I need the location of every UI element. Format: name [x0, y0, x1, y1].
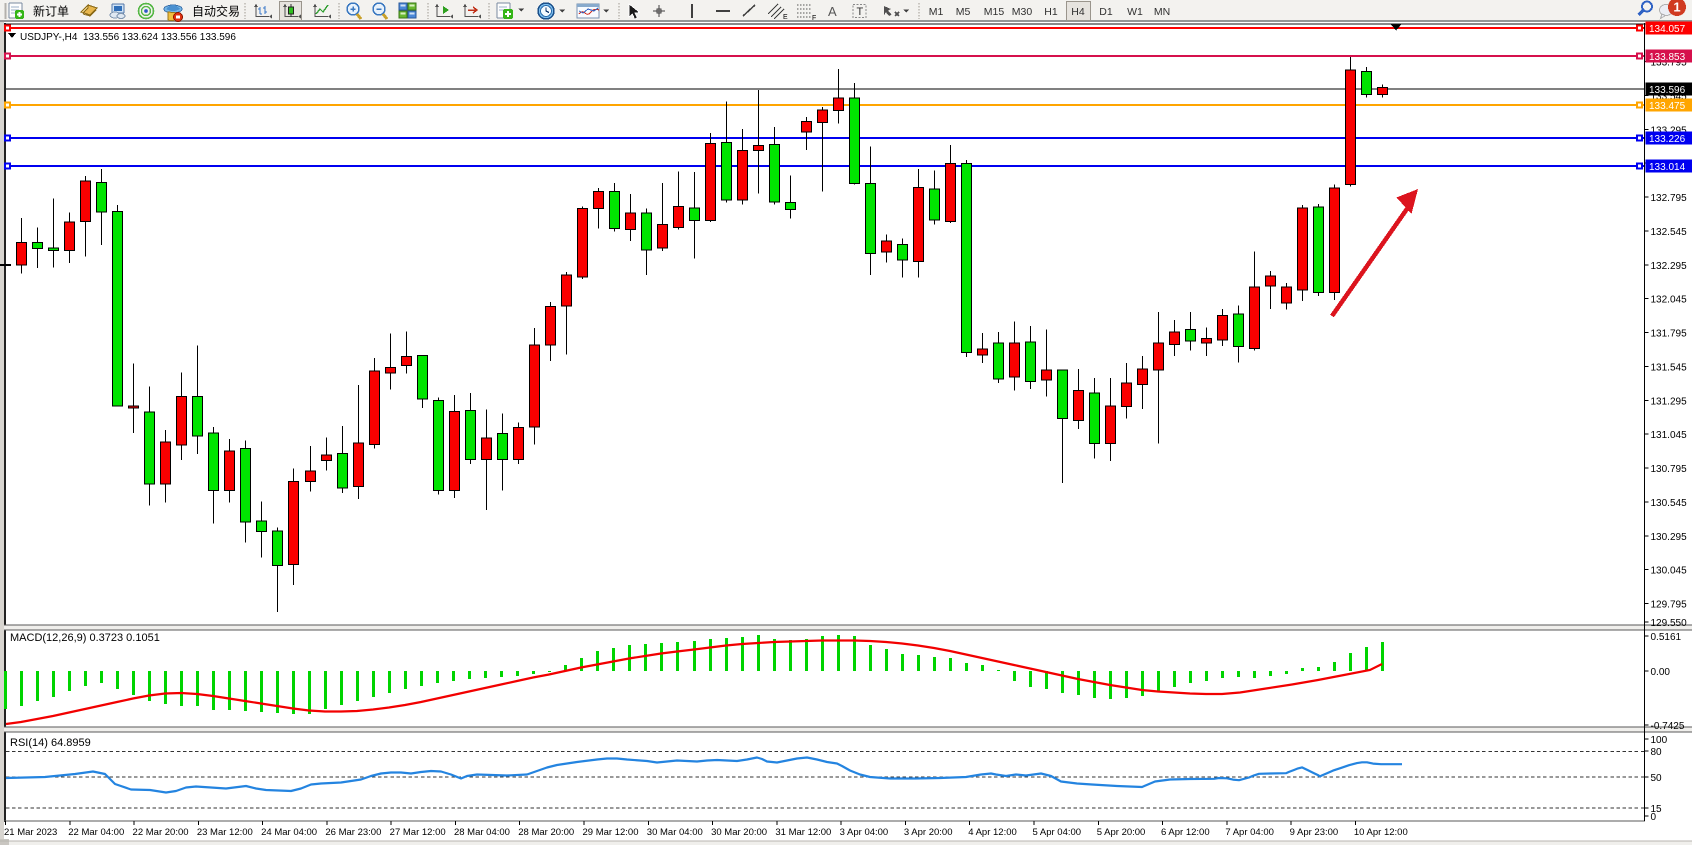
svg-text:1: 1 [1673, 0, 1680, 15]
svg-text:3 Apr 04:00: 3 Apr 04:00 [840, 827, 889, 838]
svg-text:133.475: 133.475 [1649, 101, 1686, 112]
svg-text:30 Mar 20:00: 30 Mar 20:00 [711, 827, 767, 838]
svg-text:132.545: 132.545 [1651, 227, 1688, 238]
svg-text:130.295: 130.295 [1651, 532, 1688, 543]
svg-text:9 Apr 23:00: 9 Apr 23:00 [1290, 827, 1339, 838]
svg-text:80: 80 [1651, 747, 1663, 758]
svg-text:129.795: 129.795 [1651, 600, 1688, 611]
svg-text:133.226: 133.226 [1649, 134, 1686, 145]
svg-text:27 Mar 12:00: 27 Mar 12:00 [390, 827, 446, 838]
svg-text:W1: W1 [1127, 6, 1143, 18]
svg-text:E: E [783, 14, 788, 21]
svg-text:134.057: 134.057 [1649, 24, 1686, 35]
svg-text:0: 0 [1651, 812, 1657, 823]
svg-text:M15: M15 [984, 6, 1005, 18]
svg-text:130.545: 130.545 [1651, 498, 1688, 509]
svg-text:26 Mar 23:00: 26 Mar 23:00 [325, 827, 381, 838]
svg-text:22 Mar 04:00: 22 Mar 04:00 [68, 827, 124, 838]
svg-text:30 Mar 04:00: 30 Mar 04:00 [647, 827, 703, 838]
svg-text:H1: H1 [1044, 6, 1058, 18]
svg-text:-0.7425: -0.7425 [1651, 721, 1685, 732]
svg-text:29 Mar 12:00: 29 Mar 12:00 [583, 827, 639, 838]
svg-text:31 Mar 12:00: 31 Mar 12:00 [775, 827, 831, 838]
svg-text:130.045: 130.045 [1651, 566, 1688, 577]
svg-text:131.795: 131.795 [1651, 329, 1688, 340]
svg-text:131.295: 131.295 [1651, 396, 1688, 407]
svg-text:H4: H4 [1071, 6, 1085, 18]
svg-text:5 Apr 04:00: 5 Apr 04:00 [1032, 827, 1081, 838]
svg-text:129.550: 129.550 [1651, 618, 1688, 629]
svg-text:M5: M5 [956, 6, 971, 18]
svg-text:130.795: 130.795 [1651, 464, 1688, 475]
svg-text:100: 100 [1651, 735, 1668, 746]
svg-text:4 Apr 12:00: 4 Apr 12:00 [968, 827, 1017, 838]
svg-text:132.795: 132.795 [1651, 193, 1688, 204]
svg-text:50: 50 [1651, 773, 1663, 784]
svg-text:132.295: 132.295 [1651, 261, 1688, 272]
svg-text:23 Mar 12:00: 23 Mar 12:00 [197, 827, 253, 838]
svg-text:24 Mar 04:00: 24 Mar 04:00 [261, 827, 317, 838]
svg-text:3 Apr 20:00: 3 Apr 20:00 [904, 827, 953, 838]
svg-text:自动交易: 自动交易 [192, 4, 240, 19]
svg-text:6 Apr 12:00: 6 Apr 12:00 [1161, 827, 1210, 838]
svg-text:M1: M1 [929, 6, 944, 18]
svg-text:MN: MN [1154, 6, 1170, 18]
svg-text:5 Apr 20:00: 5 Apr 20:00 [1097, 827, 1146, 838]
svg-text:21 Mar 2023: 21 Mar 2023 [4, 827, 57, 838]
svg-text:T: T [857, 6, 864, 18]
svg-text:F: F [812, 15, 816, 22]
svg-text:133.014: 133.014 [1649, 162, 1686, 173]
svg-text:M30: M30 [1012, 6, 1033, 18]
svg-text:7 Apr 04:00: 7 Apr 04:00 [1225, 827, 1274, 838]
svg-text:USDJPY-,H4 133.556 133.624 13: USDJPY-,H4 133.556 133.624 133.556 133.5… [20, 32, 236, 43]
svg-text:131.045: 131.045 [1651, 430, 1688, 441]
svg-text:0.00: 0.00 [1651, 667, 1671, 678]
svg-text:28 Mar 20:00: 28 Mar 20:00 [518, 827, 574, 838]
svg-text:22 Mar 20:00: 22 Mar 20:00 [133, 827, 189, 838]
svg-text:MACD(12,26,9) 0.3723 0.1051: MACD(12,26,9) 0.3723 0.1051 [10, 632, 160, 644]
svg-text:28 Mar 04:00: 28 Mar 04:00 [454, 827, 510, 838]
svg-text:132.045: 132.045 [1651, 295, 1688, 306]
svg-text:10 Apr 12:00: 10 Apr 12:00 [1354, 827, 1408, 838]
svg-text:133.596: 133.596 [1649, 85, 1686, 96]
svg-text:D1: D1 [1099, 6, 1113, 18]
svg-text:133.853: 133.853 [1649, 52, 1686, 63]
svg-text:131.545: 131.545 [1651, 362, 1688, 373]
svg-text:0.5161: 0.5161 [1651, 632, 1682, 643]
svg-text:A: A [828, 4, 837, 19]
svg-text:RSI(14) 64.8959: RSI(14) 64.8959 [10, 737, 91, 749]
svg-text:新订单: 新订单 [33, 4, 69, 19]
